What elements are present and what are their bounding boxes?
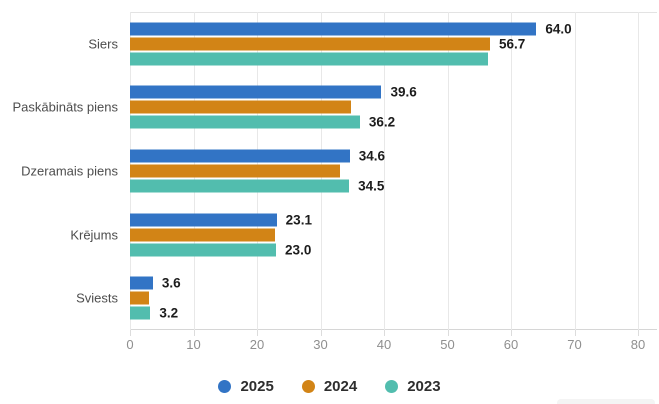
bar-2025-krējums[interactable] — [130, 213, 277, 227]
bar-group: 23.1 23.0 — [130, 213, 638, 256]
bar-line: 39.6 — [130, 86, 638, 99]
bar-2023-krējums[interactable] — [130, 243, 277, 257]
value-label: 36.2 — [368, 114, 396, 130]
legend-label: 2025 — [240, 378, 274, 395]
bar-line: 36.2 — [130, 116, 638, 129]
plot-area: Siers 64.0 56.7 Paskābināts piens 39.6 36.2 Dz… — [12, 12, 639, 336]
gridline — [447, 12, 449, 330]
bar-line: 3.2 — [130, 305, 638, 321]
value-label: 56.7 — [499, 36, 526, 52]
x-tick-label: 70 — [567, 337, 582, 352]
bar-2023-dzeramais-piens[interactable] — [130, 179, 350, 193]
bar-line — [130, 100, 638, 114]
legend-item-2023[interactable]: 2023 — [385, 378, 441, 395]
x-tick-label: 10 — [186, 337, 201, 352]
category-label: Siers — [88, 36, 118, 52]
bar-2025-sviests[interactable] — [130, 276, 153, 290]
value-label: 23.1 — [285, 212, 312, 228]
bar-group: 39.6 36.2 — [130, 86, 638, 129]
bar-group: 34.6 34.5 — [130, 148, 638, 194]
bar-2023-paskābināts-piens[interactable] — [130, 115, 360, 129]
legend-label: 2024 — [323, 378, 358, 395]
x-tick-label: 0 — [126, 337, 134, 352]
category-label: Sviests — [76, 290, 118, 306]
axis-tick — [257, 330, 258, 336]
bar-2023-sviests[interactable] — [130, 306, 151, 320]
cutoff-element — [557, 399, 655, 404]
category-row: Krējums 23.1 23.0 — [70, 203, 638, 267]
axis-tick — [384, 330, 385, 336]
bar-line — [130, 291, 638, 305]
bar-2025-dzeramais-piens[interactable] — [130, 149, 350, 163]
value-label: 39.6 — [390, 84, 417, 100]
value-label: 34.5 — [358, 178, 385, 194]
x-axis: 0 10 20 30 40 50 60 70 80 — [126, 337, 645, 355]
bar-2024-dzeramais-piens[interactable] — [130, 164, 340, 178]
value-label: 3.2 — [159, 305, 179, 321]
gridline — [511, 12, 512, 330]
bar-line: 56.7 — [130, 36, 638, 52]
gridline — [384, 12, 385, 330]
category-row: Dzeramais piens 34.6 34.5 — [21, 139, 638, 203]
gridline — [574, 12, 576, 330]
value-label: 64.0 — [545, 21, 572, 37]
legend-marker-icon — [218, 380, 232, 393]
bar-2024-sviests[interactable] — [130, 291, 150, 305]
legend-label: 2023 — [407, 378, 441, 395]
axis-tick — [193, 330, 195, 336]
bar-line: 3.6 — [130, 275, 638, 291]
value-label: 23.0 — [285, 242, 312, 258]
chart-legend: 2025 2024 2023 — [0, 378, 659, 395]
x-tick-label: 20 — [249, 337, 265, 352]
legend-item-2025[interactable]: 2025 — [218, 378, 274, 395]
axis-tick — [511, 330, 512, 336]
bar-2025-siers[interactable] — [130, 22, 537, 36]
bar-line: 34.6 — [130, 148, 638, 164]
bar-2023-siers[interactable] — [130, 52, 488, 66]
bar-line: 23.0 — [130, 243, 638, 256]
bar-group: 64.0 56.7 — [130, 21, 638, 66]
bar-2025-paskābināts-piens[interactable] — [130, 85, 382, 99]
legend-marker-icon — [301, 380, 315, 393]
category-label: Krējums — [70, 227, 118, 243]
bar-group: 3.6 3.2 — [130, 275, 638, 321]
gridline — [638, 12, 639, 330]
bar-line — [130, 52, 638, 66]
axis-tick — [320, 330, 322, 336]
bar-line — [130, 164, 638, 178]
value-label: 34.6 — [358, 148, 385, 164]
legend-marker-icon — [385, 380, 399, 393]
x-tick-label: 80 — [630, 337, 646, 352]
category-label: Dzeramais piens — [21, 163, 118, 179]
category-row: Paskābināts piens 39.6 36.2 — [12, 76, 638, 140]
axis-tick — [638, 330, 639, 336]
bar-line: 34.5 — [130, 178, 638, 194]
category-row: Sviests 3.6 3.2 — [76, 266, 638, 330]
axis-tick — [447, 330, 449, 336]
bar-2024-krējums[interactable] — [130, 228, 276, 242]
bar-2024-siers[interactable] — [130, 37, 491, 51]
value-label: 3.6 — [161, 275, 181, 291]
bar-line: 23.1 — [130, 213, 638, 226]
bar-2024-paskābināts-piens[interactable] — [130, 100, 351, 114]
axis-tick — [574, 330, 576, 336]
bar-line: 64.0 — [130, 21, 638, 37]
x-tick-label: 40 — [376, 337, 392, 352]
legend-item-2024[interactable]: 2024 — [301, 378, 358, 395]
category-label: Paskābināts piens — [12, 99, 118, 115]
x-tick-label: 60 — [503, 337, 519, 352]
bar-line — [130, 228, 638, 242]
axis-tick — [130, 330, 131, 336]
category-row: Siers 64.0 56.7 — [88, 12, 638, 76]
x-tick-label: 30 — [313, 337, 328, 352]
x-tick-label: 50 — [440, 337, 455, 352]
